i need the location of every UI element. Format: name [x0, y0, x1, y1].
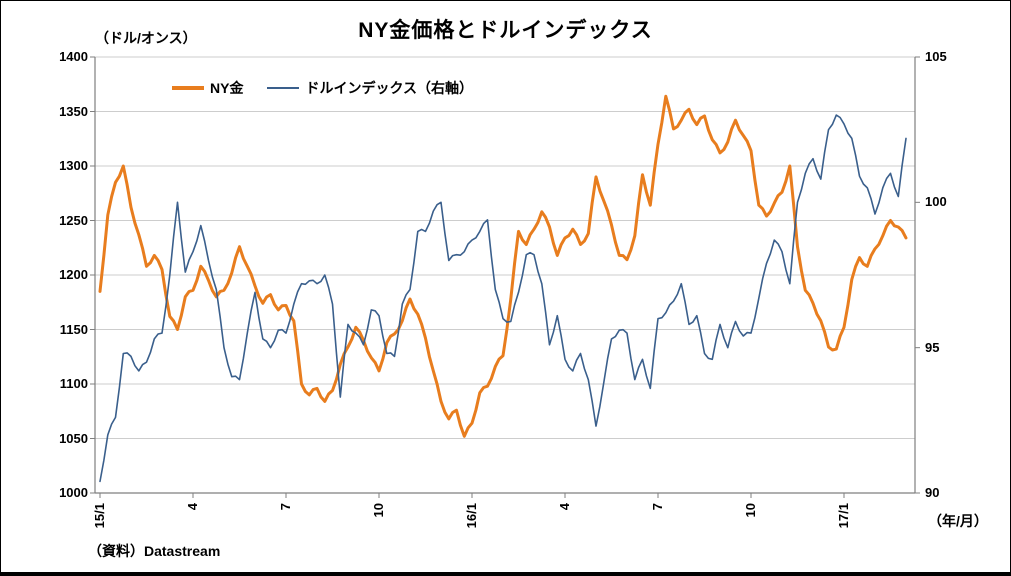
right-axis-tick-label: 100: [925, 194, 947, 210]
left-axis-unit-label: （ドル/オンス）: [95, 30, 197, 46]
right-axis-tick-label: 95: [925, 339, 940, 355]
x-axis-tick-label: 10: [743, 503, 758, 518]
gold-series-line: [98, 94, 908, 438]
chart-legend: NY金 ドルインデックス（右軸）: [172, 78, 487, 98]
x-axis-tick-label: 4: [557, 503, 572, 511]
left-axis-tick-label: 1100: [59, 376, 88, 391]
dollar-index-series-line: [99, 114, 907, 483]
legend-item-dollar-index: ドルインデックス（右軸）: [267, 78, 473, 98]
left-axis-tick-label: 1250: [59, 212, 88, 228]
left-axis-tick-label: 1050: [59, 430, 88, 446]
legend-item-gold: NY金: [172, 78, 243, 98]
legend-label-gold: NY金: [210, 80, 244, 96]
gold-line-swatch: [172, 86, 204, 90]
x-axis-tick-label: 16/1: [464, 503, 479, 529]
x-axis-unit-label: （年/月）: [928, 513, 988, 529]
left-axis-tick-label: 1000: [59, 485, 88, 500]
left-axis-tick-label: 1400: [59, 49, 88, 64]
x-axis-tick-label: 17/1: [836, 503, 851, 529]
right-axis-tick-label: 105: [925, 49, 947, 64]
x-axis-tick-label: 7: [278, 503, 293, 511]
right-axis-tick-label: 90: [925, 485, 940, 500]
left-axis-tick-label: 1350: [59, 103, 88, 119]
chart-title: NY金価格とドルインデックス: [358, 19, 653, 42]
left-axis-tick-label: 1150: [59, 321, 88, 337]
x-axis-tick-label: 7: [650, 503, 665, 511]
source-credit: （資料）Datastream: [88, 543, 221, 559]
dollar-index-line-swatch: [267, 87, 300, 89]
legend-label-dollar-index: ドルインデックス（右軸）: [305, 80, 474, 96]
left-axis-tick-label: 1300: [59, 158, 88, 173]
x-axis-tick-label: 10: [371, 503, 386, 518]
left-axis-tick-label: 1200: [59, 267, 88, 282]
